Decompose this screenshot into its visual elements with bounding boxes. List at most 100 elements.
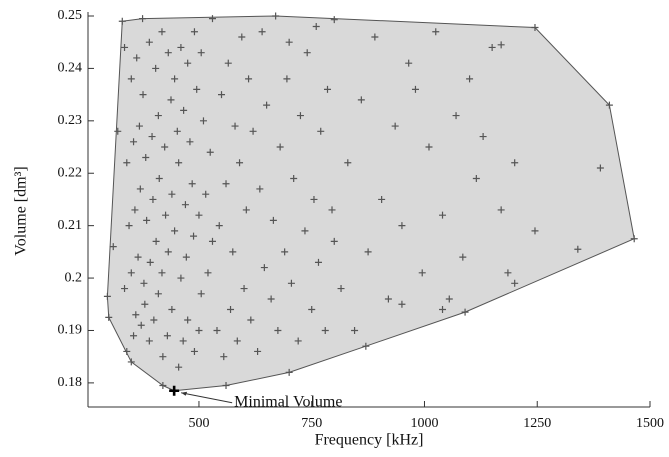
x-tick-label: 1500 [636, 416, 664, 431]
point [258, 28, 266, 36]
point [105, 313, 113, 321]
point [317, 127, 325, 135]
point [143, 216, 151, 224]
point [204, 269, 212, 277]
point [136, 185, 144, 193]
point [452, 112, 460, 120]
point [479, 133, 487, 141]
point [171, 75, 179, 83]
point [175, 159, 183, 167]
point [137, 321, 145, 329]
point [220, 353, 228, 361]
point [154, 290, 162, 298]
y-tick-label: 0.18 [58, 375, 83, 390]
point [132, 311, 140, 319]
point [324, 85, 332, 93]
point [371, 33, 379, 41]
annotation-arrow [181, 392, 233, 404]
point [131, 206, 139, 214]
point [281, 248, 289, 256]
point [145, 337, 153, 345]
point [222, 180, 230, 188]
point [125, 222, 133, 230]
point [283, 75, 291, 83]
point [197, 290, 205, 298]
point [121, 43, 129, 51]
point [190, 232, 198, 240]
y-axis-title: Volume [dm³] [13, 166, 30, 255]
point [630, 235, 638, 243]
point [425, 143, 433, 151]
point [330, 16, 338, 24]
point [233, 337, 241, 345]
point [227, 306, 235, 314]
point [148, 133, 156, 141]
point [130, 138, 138, 146]
point [256, 185, 264, 193]
point [224, 59, 232, 67]
point [218, 91, 226, 99]
point [123, 159, 131, 167]
y-tick-label: 0.21 [58, 218, 83, 233]
point [161, 143, 169, 151]
point [149, 195, 157, 203]
point [328, 206, 336, 214]
y-tick-label: 0.24 [58, 61, 83, 76]
point [186, 138, 194, 146]
point [330, 237, 338, 245]
point [445, 295, 453, 303]
point [605, 101, 613, 109]
point [236, 159, 244, 167]
point [184, 59, 192, 67]
point [398, 222, 406, 230]
x-tick-label: 1000 [410, 416, 438, 431]
point [123, 347, 131, 355]
point [245, 75, 253, 83]
point [134, 253, 142, 261]
point [357, 96, 365, 104]
point [177, 274, 185, 282]
point [287, 279, 295, 287]
point [168, 190, 176, 198]
point [511, 159, 519, 167]
point [130, 332, 138, 340]
point [285, 38, 293, 46]
point [272, 12, 280, 20]
point [439, 211, 447, 219]
point [171, 227, 179, 235]
point [197, 49, 205, 57]
point [213, 326, 221, 334]
point [596, 164, 604, 172]
point [391, 122, 399, 130]
point [159, 382, 167, 390]
point [276, 143, 284, 151]
point [314, 258, 322, 266]
hull-layer [106, 15, 635, 392]
point [145, 38, 153, 46]
x-tick-label: 1250 [523, 416, 551, 431]
point [439, 306, 447, 314]
point [461, 308, 469, 316]
point [184, 316, 192, 324]
point [195, 211, 203, 219]
point [384, 295, 392, 303]
point [238, 33, 246, 41]
point [177, 43, 185, 51]
point [141, 300, 149, 308]
point [337, 285, 345, 293]
points [103, 12, 638, 395]
point [127, 358, 135, 366]
point [135, 122, 143, 130]
point [173, 127, 181, 135]
x-tick-label: 750 [301, 416, 322, 431]
point [202, 190, 210, 198]
point [159, 353, 167, 361]
point [574, 245, 582, 253]
point [190, 28, 198, 36]
y-tick-label: 0.25 [58, 8, 83, 23]
point [167, 96, 175, 104]
point [158, 269, 166, 277]
point [154, 112, 162, 120]
point [155, 174, 163, 182]
point [351, 326, 359, 334]
